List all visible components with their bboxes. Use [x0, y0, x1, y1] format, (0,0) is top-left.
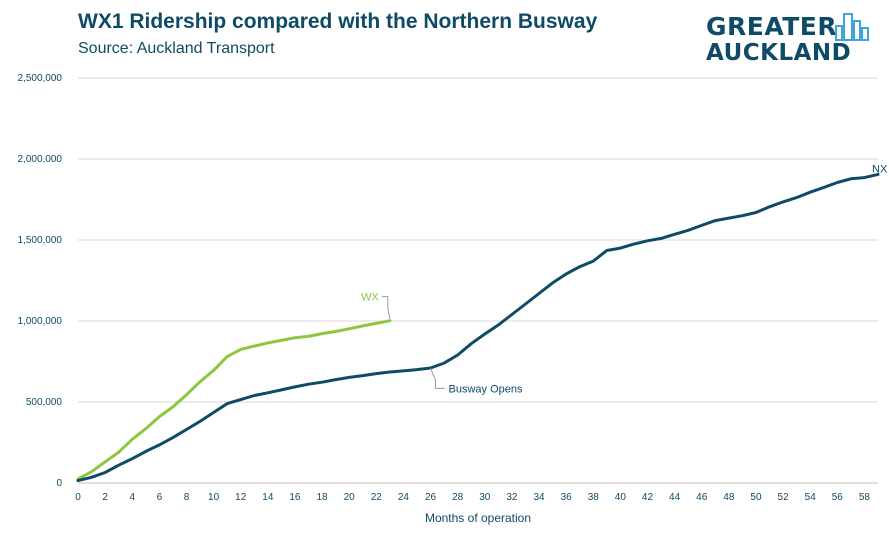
- y-tick-label: 1,500,000: [18, 235, 63, 246]
- x-tick-label: 34: [533, 492, 545, 503]
- x-tick-label: 42: [642, 492, 654, 503]
- x-tick-label: 48: [723, 492, 735, 503]
- busway-opens-leader: [430, 368, 445, 389]
- y-axis-ticks: 0 500,000 1,000,000 1,500,000 2,000,000 2,500…: [18, 73, 63, 489]
- annotations: WX NX Busway Opens: [361, 163, 888, 395]
- x-tick-label: 28: [452, 492, 464, 503]
- x-axis-label: Months of operation: [425, 511, 531, 525]
- series-line-wx: [76, 319, 392, 481]
- series-lines: [76, 172, 880, 483]
- x-tick-label: 6: [157, 492, 163, 503]
- x-tick-label: 18: [317, 492, 329, 503]
- grid-lines: [78, 77, 878, 403]
- x-tick-label: 30: [479, 492, 491, 503]
- series-label-wx: WX: [361, 292, 379, 304]
- logo-line-1: GREATER: [706, 12, 838, 41]
- x-tick-label: 36: [561, 492, 573, 503]
- x-tick-label: 2: [102, 492, 108, 503]
- x-tick-label: 0: [75, 492, 81, 503]
- annotation-busway-opens: Busway Opens: [449, 383, 523, 395]
- greater-auckland-logo: GREATER AUCKLAND: [706, 12, 876, 68]
- x-tick-label: 58: [859, 492, 871, 503]
- x-tick-label: 44: [669, 492, 681, 503]
- x-tick-label: 32: [506, 492, 518, 503]
- x-tick-label: 56: [832, 492, 844, 503]
- chart-title: WX1 Ridership compared with the Northern…: [78, 10, 598, 33]
- x-tick-label: 26: [425, 492, 437, 503]
- series-line-nx: [76, 172, 880, 483]
- x-tick-label: 8: [184, 492, 190, 503]
- x-tick-label: 38: [588, 492, 600, 503]
- y-tick-label: 1,000,000: [18, 316, 63, 327]
- x-tick-label: 16: [289, 492, 301, 503]
- y-tick-label: 2,500,000: [18, 73, 63, 84]
- x-tick-label: 20: [344, 492, 356, 503]
- x-tick-label: 54: [805, 492, 817, 503]
- logo-line-2: AUCKLAND: [706, 40, 852, 66]
- y-tick-label: 2,000,000: [18, 154, 63, 165]
- y-tick-label: 0: [56, 478, 62, 489]
- x-tick-label: 40: [615, 492, 627, 503]
- x-axis-ticks: 0 2 4 6 8 10 12 14 16 18 20 22 24 26 28 30 32 34 36 38 40 42 4…: [75, 492, 870, 503]
- x-tick-label: 52: [778, 492, 790, 503]
- x-tick-label: 22: [371, 492, 383, 503]
- y-tick-label: 500,000: [26, 397, 63, 408]
- chart-subtitle: Source: Auckland Transport: [78, 40, 275, 57]
- series-label-nx: NX: [872, 163, 888, 175]
- skyline-icon: [835, 13, 869, 41]
- x-tick-label: 4: [129, 492, 135, 503]
- x-tick-label: 50: [750, 492, 762, 503]
- x-tick-label: 46: [696, 492, 708, 503]
- x-tick-label: 14: [262, 492, 274, 503]
- x-tick-label: 24: [398, 492, 410, 503]
- wx-label-leader: [381, 296, 391, 319]
- x-tick-label: 10: [208, 492, 220, 503]
- x-tick-label: 12: [235, 492, 247, 503]
